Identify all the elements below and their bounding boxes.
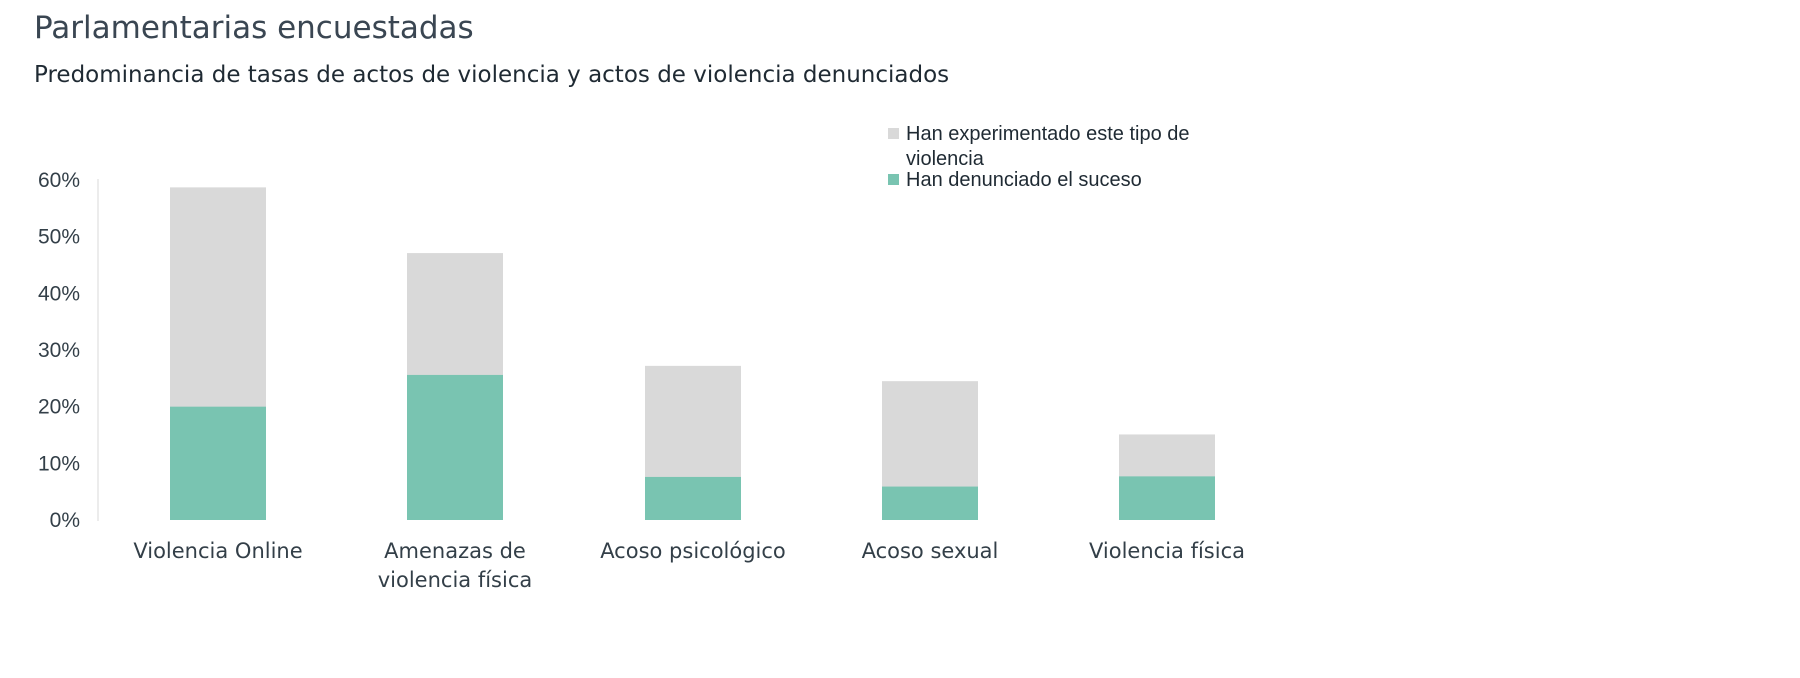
y-tick-label: 40% bbox=[38, 282, 80, 305]
bar-reported bbox=[882, 486, 978, 520]
x-category-label: Amenazas de violencia física bbox=[378, 539, 533, 592]
legend-label: Han denunciado el suceso bbox=[906, 169, 1142, 191]
chart-title: Parlamentarias encuestadas bbox=[34, 10, 474, 46]
x-category-label: Violencia física bbox=[1089, 539, 1245, 563]
bar-reported bbox=[170, 406, 266, 520]
bar-reported bbox=[645, 476, 741, 520]
y-tick-label: 20% bbox=[38, 396, 80, 419]
legend: Han experimentado este tipo de violenciaH… bbox=[888, 123, 1190, 191]
y-tick-label: 60% bbox=[38, 169, 80, 192]
y-axis-ticks: 0% 10% 20% 30% 40% 50% 60% bbox=[38, 169, 80, 532]
x-category-label: Violencia Online bbox=[133, 539, 302, 563]
y-tick-label: 30% bbox=[38, 339, 80, 362]
x-category-label: Acoso psicológico bbox=[600, 539, 786, 563]
y-tick-label: 0% bbox=[50, 509, 80, 532]
bar-reported bbox=[1119, 476, 1215, 520]
bars bbox=[170, 187, 1215, 520]
bar-reported bbox=[407, 374, 503, 520]
legend-label: Han experimentado este tipo de violencia bbox=[906, 123, 1190, 170]
legend-swatch bbox=[888, 128, 899, 139]
y-tick-label: 10% bbox=[38, 452, 80, 475]
y-tick-label: 50% bbox=[38, 226, 80, 249]
x-axis-labels: Violencia Online Amenazas de violencia fís… bbox=[133, 539, 1245, 592]
legend-swatch bbox=[888, 174, 899, 185]
x-category-label: Acoso sexual bbox=[862, 539, 999, 563]
chart-subtitle: Predominancia de tasas de actos de viole… bbox=[34, 62, 950, 88]
